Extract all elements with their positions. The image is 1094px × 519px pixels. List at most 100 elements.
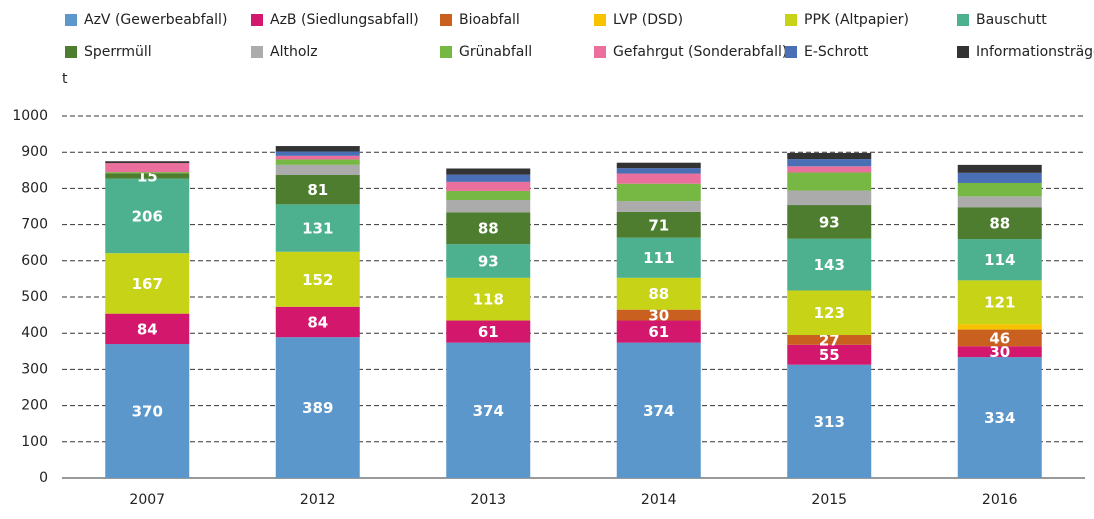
value-label: 152 <box>302 271 333 289</box>
legend-swatch <box>594 46 606 58</box>
bar-segment <box>616 320 701 343</box>
x-tick-label: 2013 <box>470 492 506 508</box>
bar-segment <box>787 238 872 291</box>
value-label: 61 <box>478 323 499 341</box>
bar-segment <box>446 199 531 213</box>
legend-label: LVP (DSD) <box>613 12 683 28</box>
x-tick-label: 2015 <box>811 492 847 508</box>
bar-segment <box>957 172 1042 183</box>
bar-segment <box>616 183 701 202</box>
value-label: 114 <box>984 251 1015 269</box>
bar-segment <box>275 155 360 160</box>
y-tick-label: 900 <box>21 144 48 160</box>
y-tick-label: 500 <box>21 289 48 305</box>
bar-segment <box>787 335 872 345</box>
legend-swatch <box>594 14 606 26</box>
value-label: 389 <box>302 399 333 417</box>
bar-segment <box>616 237 701 278</box>
value-label: 334 <box>984 409 1015 427</box>
x-tick-label: 2007 <box>129 492 165 508</box>
y-tick-label: 0 <box>39 470 48 486</box>
bar-segment <box>446 244 531 278</box>
bar-segment <box>105 313 190 345</box>
legend-swatch <box>251 46 263 58</box>
bar-segment <box>957 346 1042 358</box>
bar-segment <box>957 207 1042 240</box>
bar-segment <box>446 168 531 175</box>
x-tick-label: 2012 <box>300 492 336 508</box>
value-label: 81 <box>307 181 328 199</box>
y-tick-label: 600 <box>21 253 48 269</box>
bar-segment <box>957 196 1042 208</box>
y-tick-label: 400 <box>21 325 48 341</box>
legend-label: Bauschutt <box>976 12 1047 28</box>
bar-segment <box>275 204 360 252</box>
value-label: 88 <box>648 285 669 303</box>
bar-segment <box>957 329 1042 347</box>
value-label: 27 <box>819 331 840 349</box>
bar-segment <box>275 251 360 307</box>
bar-segment <box>616 277 701 310</box>
value-label: 88 <box>989 215 1010 233</box>
value-label: 55 <box>819 346 840 364</box>
bar-segment <box>957 182 1042 197</box>
y-tick-label: 100 <box>21 434 48 450</box>
bar-segment <box>616 309 701 321</box>
value-label: 118 <box>473 291 504 309</box>
bar-segment <box>787 364 872 478</box>
value-label: 84 <box>307 313 328 331</box>
legend-swatch <box>785 14 797 26</box>
bar-segment <box>787 166 872 173</box>
bar-segment <box>787 159 872 167</box>
bar-segment <box>957 280 1042 325</box>
bar-segment <box>957 239 1042 281</box>
bar-segment <box>616 211 701 238</box>
bar-segment <box>616 201 701 212</box>
bar-segment <box>275 159 360 165</box>
legend-swatch <box>785 46 797 58</box>
bar-segment <box>616 162 701 169</box>
legend-label: Sperrmüll <box>84 44 152 60</box>
bar-segment <box>275 175 360 205</box>
legend-label: Bioabfall <box>459 12 520 28</box>
bar-segment <box>446 190 531 200</box>
bar-segment <box>275 151 360 156</box>
y-tick-label: 300 <box>21 361 48 377</box>
value-label: 46 <box>989 329 1010 347</box>
value-label: 61 <box>648 323 669 341</box>
bar-segment <box>105 163 190 173</box>
value-label: 374 <box>473 402 504 420</box>
legend-label: PPK (Altpapier) <box>804 12 909 28</box>
value-label: 93 <box>819 213 840 231</box>
legend-swatch <box>251 14 263 26</box>
legend-swatch <box>65 46 77 58</box>
bar-segment <box>957 164 1042 173</box>
legend-label: Gefahrgut (Sonderabfall) <box>613 44 787 60</box>
y-tick-label: 1000 <box>12 108 48 124</box>
bar-segment <box>446 181 531 191</box>
bar-segment <box>616 342 701 478</box>
bar-segment <box>957 324 1042 330</box>
bar-segment <box>446 342 531 478</box>
y-tick-label: 200 <box>21 398 48 414</box>
y-tick-label: 800 <box>21 180 48 196</box>
legend-label: Grünabfall <box>459 44 532 60</box>
value-label: 374 <box>643 402 674 420</box>
value-label: 111 <box>643 249 674 267</box>
bar-segment <box>787 190 872 206</box>
bar-segment <box>787 344 872 365</box>
bar-segment <box>446 277 531 321</box>
bar-segment <box>787 152 872 160</box>
bar-segment <box>275 146 360 152</box>
bar-segment <box>105 161 190 164</box>
legend-label: E-Schrott <box>804 44 869 60</box>
bar-segment <box>446 212 531 245</box>
bar-segment <box>787 290 872 336</box>
bar-segment <box>446 320 531 343</box>
bar-segment <box>275 164 360 176</box>
bar-segment <box>275 306 360 338</box>
value-label: 206 <box>132 207 163 225</box>
value-label: 88 <box>478 220 499 238</box>
value-label: 131 <box>302 220 333 238</box>
